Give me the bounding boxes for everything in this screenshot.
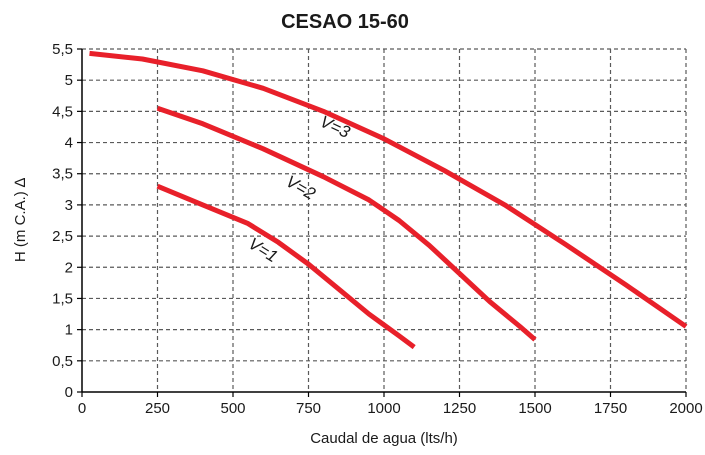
curve-label-v2: V=2 [283,172,320,204]
y-tick-label: 3,5 [52,166,73,183]
x-tick-label: 2000 [669,400,702,417]
y-tick-label: 5,5 [52,41,73,58]
x-tick-label: 1750 [594,400,627,417]
chart-title: CESAO 15-60 [281,11,409,33]
x-tick-label: 1000 [367,400,400,417]
y-tick-label: 5 [65,72,73,89]
series-line-v1 [156,183,416,350]
x-tick-label: 1500 [518,400,551,417]
x-tick-label: 500 [220,400,245,417]
y-tick-label: 0 [65,384,73,401]
x-tick-label: 1250 [443,400,476,417]
tick-labels: 0 250 500 750 1000 1250 1500 1750 2000 0 0,5 1 1,5 2 2… [52,41,703,417]
y-tick-label: 1,5 [52,290,73,307]
y-tick-label: 3 [65,197,73,214]
x-tick-label: 250 [145,400,170,417]
series-line-v2 [156,105,537,342]
curve-label-v3: V=3 [317,112,353,142]
series-line-v3 [89,50,688,329]
x-axis-title: Caudal de agua (lts/h) [310,430,458,447]
y-tick-label: 4,5 [52,103,73,120]
y-tick-label: 2,5 [52,228,73,245]
series-lines [89,50,688,350]
grid-lines [82,48,687,392]
y-tick-label: 4 [65,135,73,152]
y-tick-label: 0,5 [52,353,73,370]
y-axis-title: H (m C.A.) ∆ [12,177,29,262]
x-tick-label: 0 [78,400,86,417]
y-tick-label: 2 [65,259,73,276]
y-tick-label: 1 [65,322,73,339]
curve-labels: V=3V=2V=1 [245,112,353,266]
x-tick-label: 750 [296,400,321,417]
